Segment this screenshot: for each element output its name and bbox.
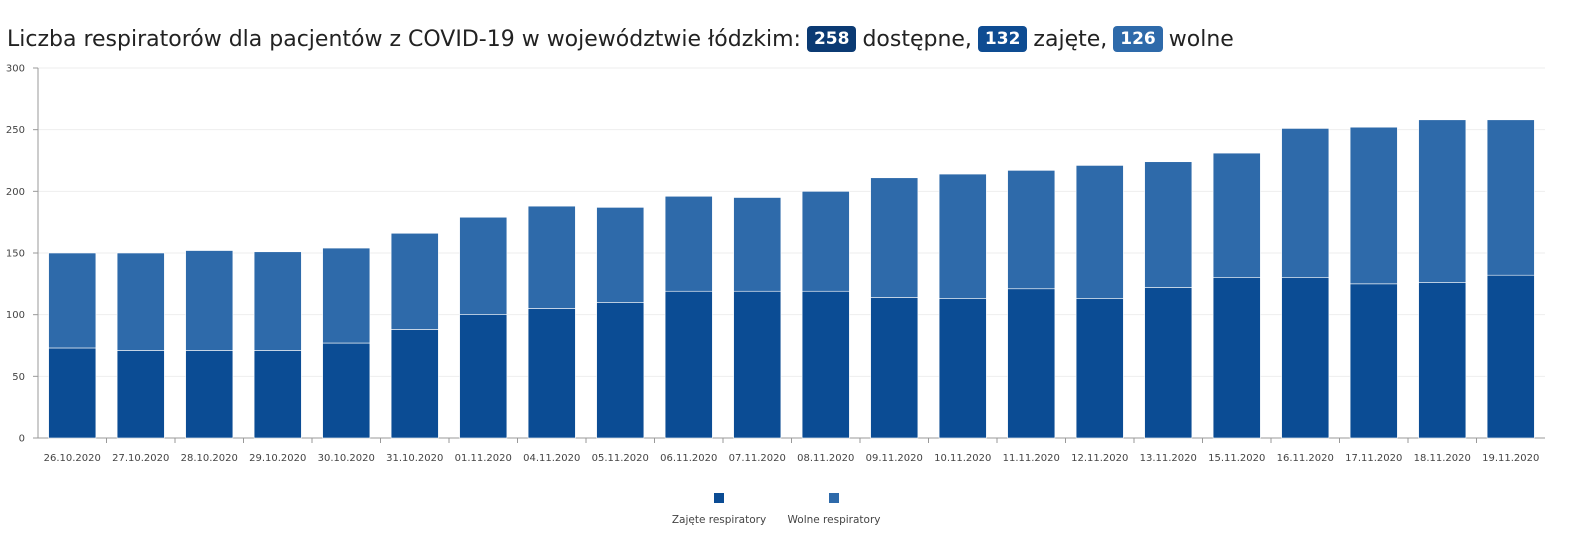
bar-occupied [253, 350, 302, 439]
y-tick-label: 0 [19, 434, 25, 445]
bar-free [1007, 170, 1056, 290]
x-tick-label: 16.11.2020 [1277, 453, 1334, 464]
x-tick-label: 12.11.2020 [1071, 453, 1128, 464]
bar-free [459, 216, 508, 315]
bar-free [1212, 152, 1261, 278]
bar-free [116, 252, 165, 351]
bar-occupied [664, 290, 713, 439]
bar-occupied [1418, 282, 1467, 439]
bar-occupied [390, 329, 439, 439]
x-tick-label: 31.10.2020 [386, 453, 443, 464]
bar-free [185, 250, 234, 351]
free-label: wolne [1168, 26, 1234, 52]
title-prefix: Liczba respiratorów dla pacjentów z COVI… [7, 26, 801, 52]
bar-free [253, 251, 302, 351]
bar-occupied [1007, 288, 1056, 439]
occupied-label: zajęte, [1033, 26, 1108, 52]
bar-occupied [1075, 298, 1124, 439]
chart-title: Liczba respiratorów dla pacjentów z COVI… [7, 22, 1234, 56]
x-tick-label: 29.10.2020 [249, 453, 306, 464]
y-tick-label: 150 [6, 249, 25, 260]
x-tick-label: 11.11.2020 [1003, 453, 1060, 464]
bar-free [596, 207, 645, 303]
bar-occupied [527, 308, 576, 439]
x-tick-label: 05.11.2020 [592, 453, 649, 464]
bar-free [1486, 119, 1535, 276]
x-tick-label: 17.11.2020 [1345, 453, 1402, 464]
bar-occupied [733, 290, 782, 439]
bar-occupied [1144, 287, 1193, 439]
bar-occupied [459, 314, 508, 439]
y-tick-label: 200 [6, 187, 25, 198]
bar-free [48, 252, 97, 349]
bar-free [1075, 165, 1124, 299]
bar-free [527, 205, 576, 309]
y-tick-label: 100 [6, 310, 25, 321]
x-tick-label: 07.11.2020 [729, 453, 786, 464]
x-tick-label: 30.10.2020 [318, 453, 375, 464]
bar-free [733, 197, 782, 292]
bar-occupied [870, 297, 919, 439]
available-label: dostępne, [862, 26, 972, 52]
bar-free [390, 232, 439, 330]
x-tick-label: 09.11.2020 [866, 453, 923, 464]
bar-free [1144, 161, 1193, 288]
bar-occupied [322, 342, 371, 439]
x-tick-label: 19.11.2020 [1482, 453, 1539, 464]
bar-free [664, 195, 713, 292]
bar-free [870, 177, 919, 298]
bar-occupied [596, 302, 645, 439]
bar-free [1418, 119, 1467, 283]
bar-free [322, 247, 371, 344]
y-tick-label: 300 [6, 64, 25, 75]
bar-occupied [48, 347, 97, 439]
x-tick-label: 06.11.2020 [660, 453, 717, 464]
x-tick-label: 15.11.2020 [1208, 453, 1265, 464]
free-badge: 126 [1113, 26, 1163, 52]
x-tick-label: 10.11.2020 [934, 453, 991, 464]
x-tick-label: 13.11.2020 [1140, 453, 1197, 464]
bar-occupied [801, 290, 850, 439]
x-tick-label: 08.11.2020 [797, 453, 854, 464]
x-tick-label: 27.10.2020 [112, 453, 169, 464]
legend-swatch [829, 493, 839, 503]
bar-free [1349, 126, 1398, 285]
bar-occupied [1349, 283, 1398, 439]
x-tick-label: 26.10.2020 [44, 453, 101, 464]
x-tick-label: 18.11.2020 [1414, 453, 1471, 464]
occupied-badge: 132 [977, 26, 1028, 52]
bar-occupied [185, 350, 234, 439]
x-tick-label: 01.11.2020 [455, 453, 512, 464]
legend-swatch [714, 493, 724, 503]
y-tick-label: 50 [12, 372, 25, 383]
y-tick-label: 250 [6, 125, 25, 136]
bar-occupied [1212, 277, 1261, 439]
bar-occupied [116, 350, 165, 439]
bar-occupied [938, 298, 987, 439]
bar-free [801, 191, 850, 292]
x-tick-label: 04.11.2020 [523, 453, 580, 464]
legend-label: Zajęte respiratory [672, 514, 766, 526]
bar-occupied [1486, 274, 1535, 439]
bar-free [938, 173, 987, 299]
available-badge: 258 [806, 26, 857, 52]
x-tick-label: 28.10.2020 [181, 453, 238, 464]
bar-free [1281, 128, 1330, 278]
bar-occupied [1281, 277, 1330, 439]
legend-label: Wolne respiratory [788, 514, 881, 526]
